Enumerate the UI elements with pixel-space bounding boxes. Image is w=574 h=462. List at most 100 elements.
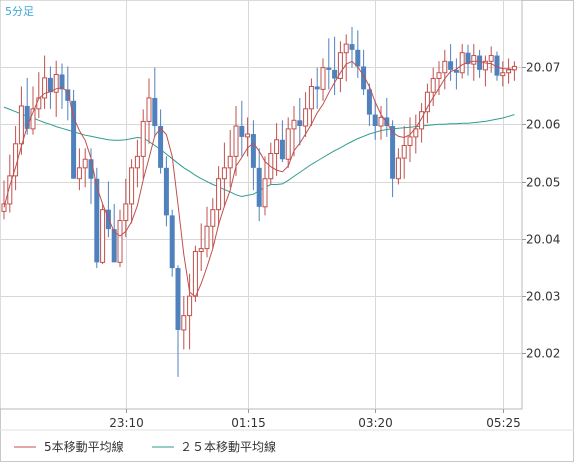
candle — [366, 83, 372, 127]
candle — [390, 120, 396, 198]
candle-body-down — [59, 74, 65, 90]
candle-body-down — [390, 126, 396, 179]
x-tick-label: 23:10 — [109, 416, 144, 430]
candle-body-up — [274, 139, 280, 155]
candle — [337, 41, 343, 93]
candle — [332, 36, 338, 96]
candle — [262, 156, 268, 216]
candle — [500, 61, 506, 87]
candle-body-up — [471, 55, 477, 65]
candle-body-up — [76, 167, 82, 180]
candle — [134, 139, 140, 188]
candle-body-up — [146, 97, 152, 122]
candle-body-down — [494, 55, 500, 76]
candle — [343, 34, 349, 82]
candle-body-down — [88, 159, 94, 179]
candle — [198, 223, 204, 271]
candle — [274, 123, 280, 176]
candle-body-up — [187, 295, 193, 317]
ma5-line — [3, 60, 515, 298]
candle-body-down — [47, 77, 53, 93]
candle-body-up — [303, 108, 309, 127]
candle — [7, 154, 13, 213]
candle — [245, 117, 251, 157]
x-tick-label: 01:15 — [231, 416, 266, 430]
candle — [152, 67, 158, 137]
candle-body-up — [140, 120, 146, 157]
candle-body-up — [430, 77, 436, 93]
candle — [436, 61, 442, 96]
candle — [506, 58, 512, 84]
candle — [297, 97, 303, 146]
candle-body-up — [233, 125, 239, 157]
candle-body-up — [7, 175, 13, 205]
candle-body-down — [158, 126, 164, 168]
candle-body-up — [401, 144, 407, 159]
candle — [163, 156, 169, 227]
candle — [453, 58, 459, 90]
candle-body-up — [42, 77, 48, 99]
candle-body-up — [424, 91, 430, 113]
candle — [407, 117, 413, 163]
candle-body-down — [366, 89, 372, 115]
candle — [250, 120, 256, 191]
candle — [30, 86, 36, 135]
candle — [430, 67, 436, 106]
candle-body-up — [204, 225, 210, 250]
candle-body-up — [216, 178, 222, 211]
candle-body-up — [378, 116, 384, 127]
legend-label-ma5: 5本移動平均線 — [44, 439, 124, 454]
candle-body-up — [262, 178, 268, 208]
candle-body-up — [343, 43, 349, 54]
candle-body-up — [192, 250, 198, 297]
candle — [285, 117, 291, 168]
candle — [482, 55, 488, 87]
candle-body-down — [326, 67, 332, 70]
candle-body-up — [82, 158, 88, 169]
candle-body-down — [24, 105, 30, 129]
candle-body-down — [384, 117, 390, 127]
candle — [477, 49, 483, 78]
candle — [117, 209, 123, 267]
candle — [47, 66, 53, 109]
candle-body-up — [506, 69, 512, 74]
candle — [24, 77, 30, 135]
candle-body-down — [453, 69, 459, 73]
candle — [395, 148, 401, 185]
ma5-series — [3, 60, 515, 298]
candle-body-up — [134, 155, 140, 169]
candle-body-up — [442, 60, 448, 74]
candle — [355, 30, 361, 78]
candle — [221, 142, 227, 207]
candle — [233, 105, 239, 176]
candle-body-down — [297, 120, 303, 127]
candle — [279, 120, 285, 163]
candle-body-up — [308, 85, 314, 110]
y-axis: 20.02 20.03 20.04 20.05 20.06 20.07 — [522, 61, 560, 361]
candle-body-up — [459, 52, 465, 74]
candle — [123, 178, 129, 238]
candle — [42, 55, 48, 109]
candle-body-down — [355, 49, 361, 67]
timeframe-label[interactable]: 5分足 — [5, 5, 34, 18]
candle — [465, 44, 471, 76]
candle — [303, 92, 309, 137]
candle-body-down — [361, 66, 367, 90]
candle — [488, 46, 494, 73]
candle — [59, 63, 65, 109]
candle — [158, 109, 164, 174]
candle-body-up — [100, 209, 106, 263]
candle-body-down — [349, 44, 355, 50]
candle-body-down — [279, 139, 285, 160]
candle-body-up — [337, 52, 343, 79]
candle-body-up — [18, 105, 24, 145]
candle — [204, 206, 210, 258]
candle — [94, 167, 100, 269]
candle — [111, 203, 117, 263]
candle-body-up — [245, 133, 251, 138]
candle-body-down — [256, 167, 262, 207]
candle-body-up — [291, 119, 297, 130]
candle — [401, 126, 407, 179]
